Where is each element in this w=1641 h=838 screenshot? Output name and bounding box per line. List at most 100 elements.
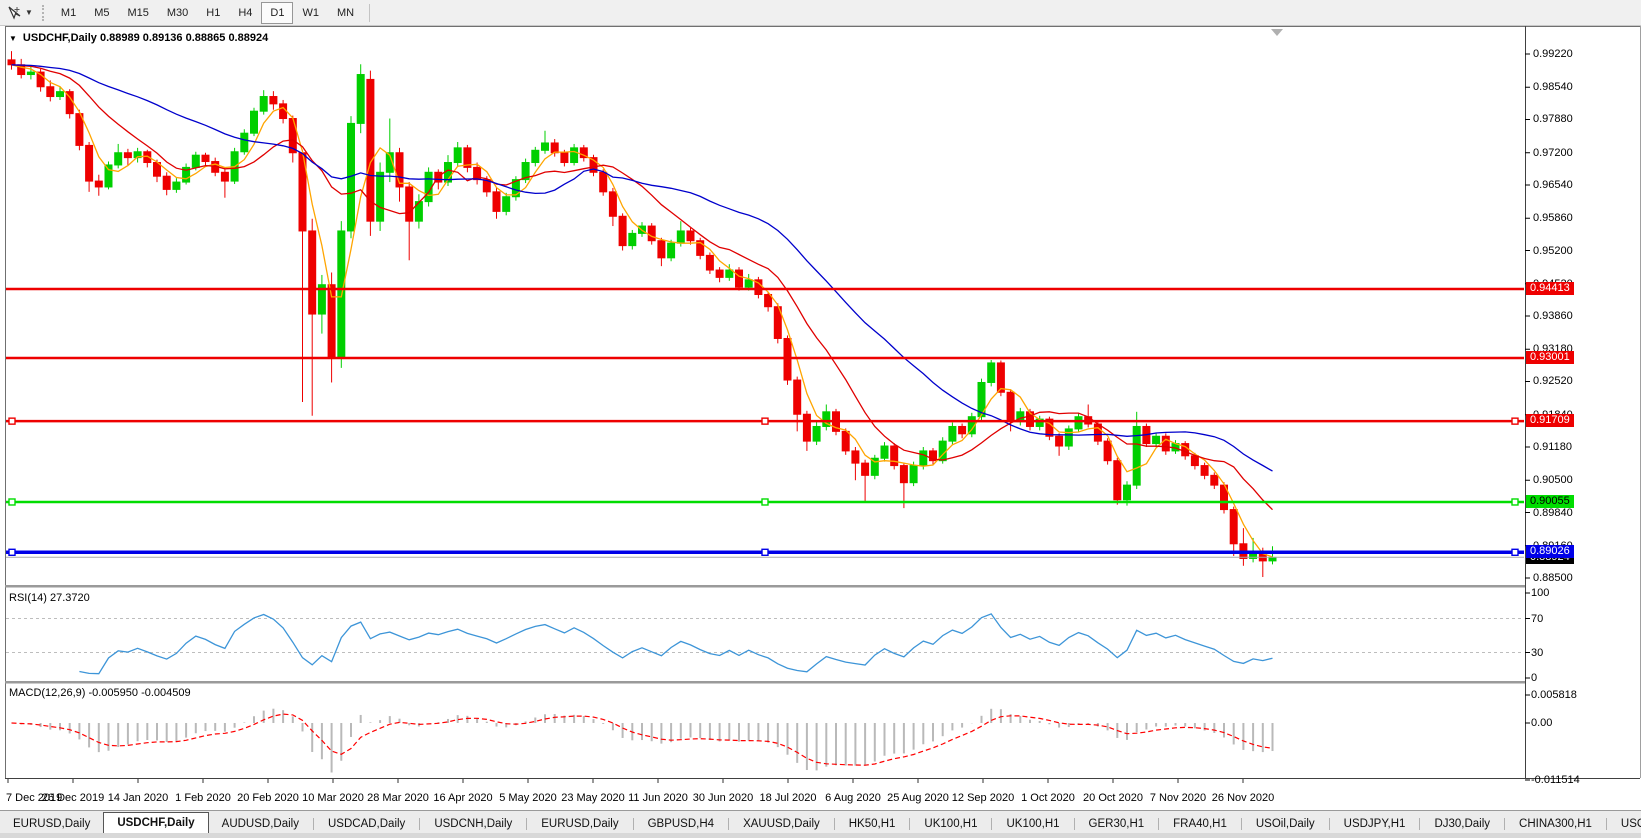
price-tick-label: 0.91180 [1533,441,1572,453]
candle-body [1093,423,1102,442]
chart-canvas[interactable] [0,26,1641,809]
ohlc-open: 0.88989 [99,32,140,44]
timeframe-button-mn[interactable]: MN [336,6,355,19]
date-label: 11 Jun 2020 [628,792,688,804]
candle-body [385,152,394,173]
date-label: 14 Jan 2020 [107,792,169,804]
price-tick-label: 0.88500 [1533,572,1573,584]
candle-body [579,147,588,159]
chart-tab-usdchf-daily[interactable]: USDCHF,Daily [103,812,209,834]
candle-body [861,462,870,476]
chart-tab-uk100-h1[interactable]: UK100,H1 [1006,818,1060,830]
candle-body [812,425,821,442]
price-tick-label: 0.97880 [1533,113,1573,125]
candle-body [560,152,569,164]
candle-body [1152,435,1161,445]
timeframe-button-m15[interactable]: M15 [127,6,149,19]
rsi-tick-label: 0 [1531,672,1538,684]
tab-separator [728,818,730,830]
candle-body [424,171,433,203]
candle-body [744,279,753,288]
candle-body [977,381,986,418]
rsi-tick-label: 100 [1531,587,1550,599]
chart-tab-usdjpy-h1[interactable]: USDJPY,H1 [1343,818,1406,830]
line-handle[interactable] [761,498,769,506]
candle-body [1132,425,1141,486]
chart-tab-china300-h1[interactable]: CHINA300,H1 [1519,818,1592,830]
line-handle[interactable] [761,417,769,425]
crosshair-cursor-icon[interactable]: ▼ [6,5,33,21]
tabs-holder: EURUSD,Daily USDCHF,Daily AUDUSD,Daily USDC… [0,812,1641,834]
candle-body [628,232,637,247]
date-label: 16 Apr 2020 [433,792,493,804]
candle-body [123,152,132,159]
chart-tab-usoil-daily[interactable]: USOil,Daily [1255,818,1315,830]
candle-body [1268,556,1277,562]
chart-tab-uk100-h1[interactable]: UK100,H1 [924,818,978,830]
chart-tab-eurusd-daily[interactable]: EURUSD,Daily [13,818,91,830]
timeframe-button-m30[interactable]: M30 [166,6,189,19]
timeframe-button-d1[interactable]: D1 [261,1,294,24]
candle-body [356,74,365,124]
candle-body [1190,455,1199,467]
chart-tab-eurusd-daily[interactable]: EURUSD,Daily [541,818,619,830]
chart-tab-ger30-h1[interactable]: GER30,H1 [1088,818,1145,830]
chart-title-dropdown-icon[interactable]: ▼ [9,33,17,43]
candle-body [250,110,258,134]
chart-background[interactable] [5,26,1526,778]
chart-tab-usdcnh-daily[interactable]: USDCNH,Daily [434,818,513,830]
candle-body [1103,440,1112,462]
date-label: 20 Oct 2020 [1083,792,1143,804]
candle-body [482,179,491,193]
timeframe-button-m1[interactable]: M1 [60,6,77,19]
line-handle[interactable] [8,417,16,425]
chart-tab-fra40-h1[interactable]: FRA40,H1 [1173,818,1227,830]
line-handle[interactable] [1511,548,1519,556]
candle-body [395,152,404,188]
chart-tab-hk50-h1[interactable]: HK50,H1 [848,818,896,830]
chart-tab-xauusd-daily[interactable]: XAUUSD,Daily [743,818,820,830]
line-handle[interactable] [8,498,16,506]
timeframe-button-h4[interactable]: H4 [238,6,253,19]
timeframe-button-w1[interactable]: W1 [302,6,319,19]
candle-body [26,71,35,76]
date-label: 7 Nov 2020 [1149,792,1207,804]
candle-body [94,180,103,188]
chart-tab-dj30-daily[interactable]: DJ30,Daily [1434,818,1491,830]
candle-body [793,379,802,415]
date-label: 10 Mar 2020 [302,792,364,804]
date-label: 26 Nov 2020 [1211,792,1275,804]
candle-body [841,430,850,452]
chart-tab-usoil-h[interactable]: USOil,H [1620,818,1641,830]
cursor-tool-dropdown-icon[interactable]: ▼ [25,8,33,17]
main-price-panel[interactable] [6,51,1524,578]
chart-tab-usdcad-daily[interactable]: USDCAD,Daily [327,818,406,830]
date-label: 5 May 2020 [499,792,557,804]
tab-separator [1158,818,1160,830]
timeframe-button-m5[interactable]: M5 [94,6,110,19]
candle-body [608,191,617,217]
toolbar-grip[interactable] [41,4,44,21]
line-handle[interactable] [1511,498,1519,506]
price-tick-label: 0.96540 [1533,179,1573,191]
ma-slow [11,64,1273,472]
chart-tab-gbpusd-h4[interactable]: GBPUSD,H4 [647,818,715,830]
candle-body [473,166,482,181]
timeframe-button-h1[interactable]: H1 [206,6,221,19]
ohlc-high: 0.89136 [142,32,183,44]
candle-body [899,465,908,484]
date-label: 23 May 2020 [561,792,625,804]
line-handle[interactable] [8,548,16,556]
rsi-panel[interactable] [6,613,1524,675]
chart-tab-audusd-daily[interactable]: AUDUSD,Daily [221,818,299,830]
timeframe-toolbar: ▼ M1 M5 M15 M30 H1 H4 D1 W1 MN [0,0,1641,26]
macd-panel[interactable] [11,708,1274,773]
tab-separator [1504,818,1506,830]
line-handle[interactable] [761,548,769,556]
line-handle[interactable] [1511,417,1519,425]
candle-body [958,425,967,435]
candle-body [46,86,55,98]
panel-separator-macd[interactable] [5,681,1525,684]
panel-separator-rsi[interactable] [5,585,1525,588]
